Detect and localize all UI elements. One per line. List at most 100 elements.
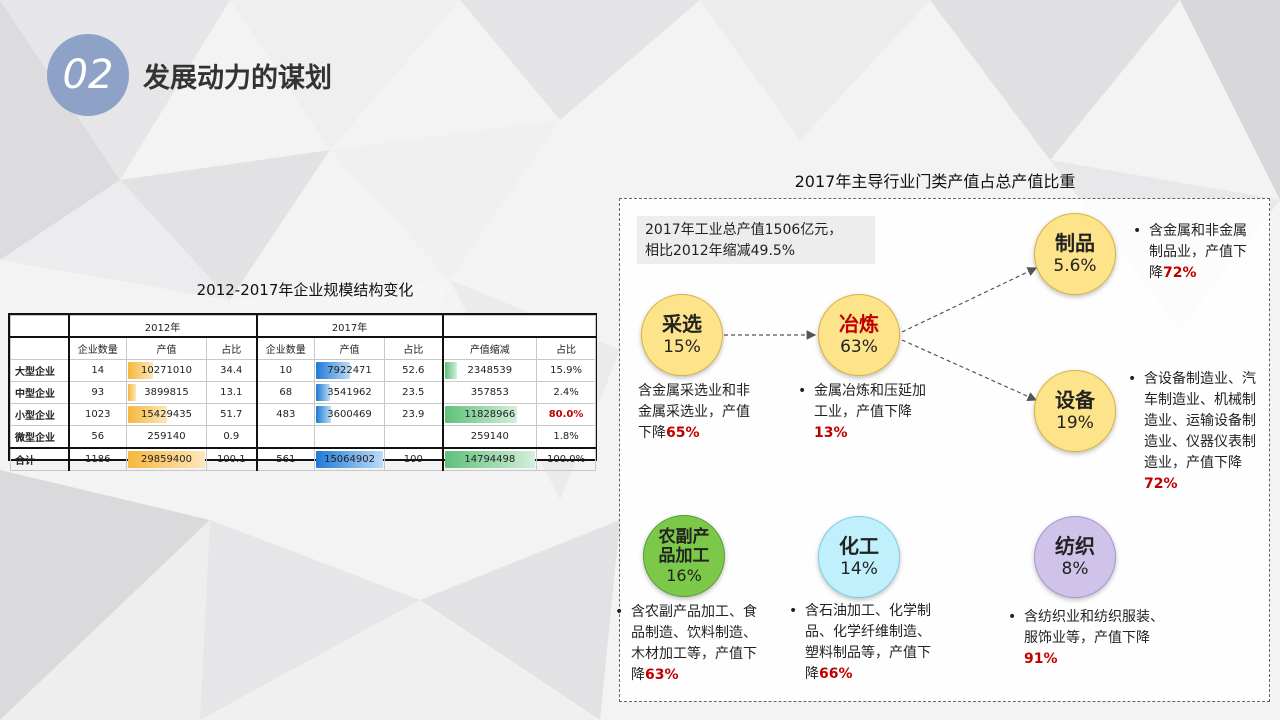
node-fangzhi: 纺织 8% — [1034, 516, 1116, 598]
node-name-line1: 农副产 — [658, 526, 710, 547]
cell-reduction: 2348539 — [441, 359, 538, 382]
enterprise-scale-table: 2012年 2017年 企业数量 产值 占比 企业数量 产值 占比 产值缩减 占… — [8, 313, 597, 471]
cell-text: 259140 — [470, 431, 509, 442]
cell-value-2012: 3899815 — [126, 381, 207, 404]
desc-red-value: 63% — [645, 667, 679, 683]
node-pct: 63% — [840, 336, 878, 357]
desc-red-value: 13% — [814, 425, 848, 441]
desc-line: 造业、运输设备制 — [1144, 413, 1256, 429]
desc-fangzhi: • 含纺织业和纺织服装、 服饰业等，产值下降 91% — [1008, 607, 1184, 670]
desc-line: 下降 — [638, 425, 666, 441]
cell-reduction-share: 100.0% — [536, 447, 597, 471]
data-bar — [316, 384, 331, 401]
cell-reduction: 11828966 — [441, 403, 538, 426]
summary-line-1: 2017年工业总产值1506亿元， — [645, 222, 843, 238]
desc-red-value: 66% — [819, 666, 853, 682]
summary-line-2: 相比2012年缩减49.5% — [645, 243, 796, 259]
cell-text: 3899815 — [144, 387, 189, 398]
desc-yelian: • 金属冶炼和压延加 工业，产值下降 13% — [798, 381, 964, 444]
data-bar — [128, 406, 167, 423]
node-pct: 14% — [840, 558, 878, 579]
node-shebei: 设备 19% — [1034, 370, 1116, 452]
desc-line: 制品业，产值下 — [1149, 244, 1247, 260]
data-bar — [316, 451, 384, 468]
table-row: 小型企业 1023 15429435 51.7 483 3600469 23.9 118289… — [10, 403, 597, 426]
desc-line: 降 — [805, 666, 819, 682]
desc-line: 品制造、饮料制造、 — [631, 625, 757, 641]
data-bar — [444, 451, 536, 468]
desc-shebei: • 含设备制造业、汽 车制造业、机械制 造业、运输设备制 造业、仪器仪表制 造业，… — [1128, 369, 1268, 495]
node-pct: 5.6% — [1053, 255, 1097, 276]
node-pct: 8% — [1061, 558, 1089, 579]
data-bar — [444, 406, 517, 423]
node-name: 冶炼 — [839, 311, 879, 336]
table-row: 大型企业 14 10271010 34.4 10 7922471 52.6 2348539 15… — [10, 359, 597, 382]
desc-red-value: 72% — [1144, 476, 1178, 492]
table-caption: 2012-2017年企业规模结构变化 — [196, 281, 414, 299]
desc-huagong: • 含石油加工、化学制 品、化学纤维制造、 塑料制品等，产值下 降66% — [789, 601, 950, 685]
cell-text: 2348539 — [467, 365, 513, 376]
node-pct: 19% — [1056, 412, 1094, 433]
cell-text: 259140 — [147, 431, 186, 442]
bullet-dot: • — [1128, 371, 1137, 387]
summary-box: 2017年工业总产值1506亿元， 相比2012年缩减49.5% — [637, 216, 875, 264]
desc-line: 含农副产品加工、食 — [631, 604, 757, 620]
bullet-dot: • — [798, 383, 807, 399]
desc-line: 木材加工等，产值下 — [631, 646, 757, 662]
cell-value-2012: 10271010 — [126, 359, 207, 382]
desc-line: 含纺织业和纺织服装、 — [1024, 609, 1164, 625]
cell-reduction-share: 80.0% — [536, 403, 597, 426]
desc-line: 含金属和非金属 — [1149, 223, 1247, 239]
desc-line: 工业，产值下降 — [814, 404, 912, 420]
desc-line: 塑料制品等，产值下 — [805, 645, 931, 661]
desc-red-value: 91% — [1024, 651, 1058, 667]
desc-line: 含石油加工、化学制 — [805, 603, 931, 619]
cell-value-2012: 29859400 — [126, 447, 207, 471]
desc-line: 车制造业、机械制 — [1144, 392, 1256, 408]
data-bar — [128, 362, 154, 379]
node-pct: 16% — [666, 565, 702, 585]
node-name-line2: 品加工 — [658, 545, 710, 566]
desc-line: 金属冶炼和压延加 — [814, 383, 926, 399]
cell-text: 15429435 — [141, 409, 192, 420]
desc-line: 品、化学纤维制造、 — [805, 624, 931, 640]
panel-title: 2017年主导行业门类产值占总产值比重 — [794, 172, 1076, 191]
cell-text: 14794498 — [464, 454, 516, 465]
cell-text: 7922471 — [327, 365, 372, 376]
cell-text: 10271010 — [141, 365, 192, 376]
node-nongfu: 农副产 品加工 16% — [643, 515, 725, 597]
desc-caixuan: 含金属采选业和非 金属采选业，产值 下降65% — [638, 381, 788, 444]
node-name: 化工 — [839, 533, 879, 558]
bullet-dot: • — [615, 604, 624, 620]
desc-line: 含金属采选业和非 — [638, 383, 750, 399]
data-bar — [444, 362, 458, 379]
desc-line: 造业，产值下降 — [1144, 455, 1242, 471]
data-bar — [128, 384, 137, 401]
cell-text: 3541962 — [327, 387, 372, 398]
desc-line: 造业、仪器仪表制 — [1144, 434, 1256, 450]
bullet-dot: • — [1008, 609, 1017, 625]
arrow-yelian-to-zhipin — [901, 267, 1038, 333]
cell-value-2017: 7922471 — [314, 359, 386, 382]
section-number: 02 — [62, 52, 114, 98]
node-pct: 15% — [663, 336, 701, 357]
page-title: 发展动力的谋划 — [143, 63, 332, 94]
desc-nongfu: • 含农副产品加工、食 品制造、饮料制造、 木材加工等，产值下 降63% — [615, 602, 776, 686]
desc-line: 服饰业等，产值下降 — [1024, 630, 1150, 646]
cell-value-2012: 15429435 — [126, 403, 207, 426]
cell-text: 357853 — [470, 387, 509, 398]
arrow-yelian-to-shebei — [901, 339, 1038, 401]
row-label: 小型企业 — [10, 403, 69, 426]
desc-zhipin: • 含金属和非金属 制品业，产值下 降72% — [1133, 221, 1264, 284]
cell-text: 15064902 — [324, 454, 375, 465]
section-number-badge: 02 — [47, 34, 129, 116]
cell-text: 29859400 — [141, 454, 192, 465]
data-bar — [128, 451, 205, 468]
cell-value-2017: 15064902 — [314, 447, 386, 471]
data-bar — [316, 406, 331, 423]
cell-reduction: 357853 — [441, 381, 538, 404]
cell-share-2017: 23.9 — [384, 403, 444, 426]
desc-red-value: 65% — [666, 425, 700, 441]
cell-reduction: 14794498 — [441, 447, 538, 471]
